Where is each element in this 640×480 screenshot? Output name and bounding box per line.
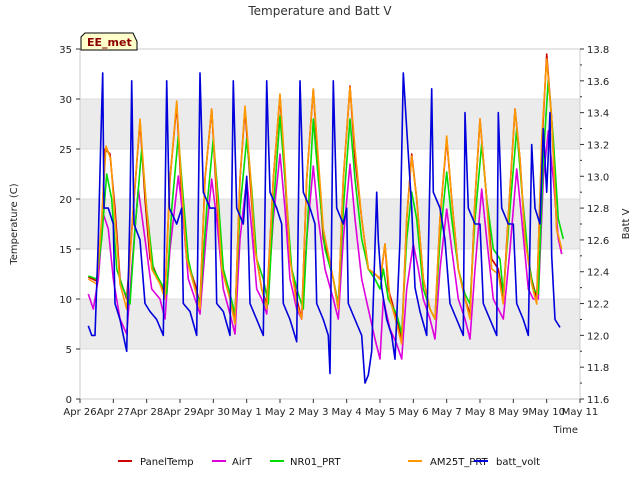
legend-label-AirT: AirT xyxy=(232,457,253,468)
x-tick-label: Apr 30 xyxy=(197,407,230,418)
y2-tick-label: 12.6 xyxy=(587,236,609,247)
y-tick-label: 25 xyxy=(59,145,72,156)
series-layer xyxy=(87,53,565,384)
x-tick-label: May 11 xyxy=(562,407,599,418)
y2-tick-label: 13.8 xyxy=(587,45,609,56)
x-tick-label: Apr 28 xyxy=(130,407,163,418)
y-tick-label: 20 xyxy=(59,195,72,206)
x-tick-label: May 10 xyxy=(528,407,565,418)
x-tick-label: Apr 27 xyxy=(97,407,130,418)
series-line-PanelTemp xyxy=(87,53,563,340)
x-tick-label: May 2 xyxy=(265,407,295,418)
x-tick-label: Apr 26 xyxy=(63,407,96,418)
y-axis-label: Temperature (C) xyxy=(9,183,20,265)
y-tick-label: 5 xyxy=(66,345,72,356)
legend-label-batt_volt: batt_volt xyxy=(496,457,540,468)
y-tick-label: 10 xyxy=(59,295,72,306)
x-tick-label: Apr 29 xyxy=(163,407,196,418)
y2-tick-label: 12.8 xyxy=(587,204,609,215)
y-tick-label: 30 xyxy=(59,95,72,106)
station-box xyxy=(80,32,138,51)
y2-tick-label: 13.4 xyxy=(587,109,609,120)
station-badge: EE_met xyxy=(80,32,138,51)
x-tick-label: May 3 xyxy=(298,407,328,418)
x-tick-label: May 4 xyxy=(332,407,362,418)
y2-tick-label: 13.0 xyxy=(587,172,609,183)
y-tick-label: 15 xyxy=(59,245,72,256)
band xyxy=(80,99,580,149)
legend-label-AM25T_PRT: AM25T_PRT xyxy=(430,457,489,468)
y2-tick-label: 11.6 xyxy=(587,395,609,406)
chart-title: Temperature and Batt V xyxy=(247,4,392,18)
y-tick-label: 0 xyxy=(66,395,72,406)
y2-tick-label: 13.2 xyxy=(587,140,609,151)
x-tick-label: May 8 xyxy=(465,407,495,418)
y2-tick-label: 12.4 xyxy=(587,268,609,279)
x-tick-label: May 6 xyxy=(398,407,428,418)
x-axis-label: Time xyxy=(553,425,578,436)
station-label: EE_met xyxy=(87,36,132,49)
y2-tick-label: 13.6 xyxy=(587,77,609,88)
legend-label-PanelTemp: PanelTemp xyxy=(140,457,194,468)
x-tick-label: May 7 xyxy=(432,407,462,418)
x-tick-label: May 5 xyxy=(365,407,395,418)
y-tick-label: 35 xyxy=(59,45,72,56)
y2-tick-label: 12.2 xyxy=(587,300,609,311)
x-tick-label: May 9 xyxy=(498,407,528,418)
y2-tick-label: 12.0 xyxy=(587,331,609,342)
axes: 0 5 10 15 20 25 30 35 11.6 11.8 12.0 12.2 12.4 12.6 12… xyxy=(59,45,609,418)
y2-axis-label: Batt V xyxy=(621,208,632,239)
y2-tick-label: 11.8 xyxy=(587,363,609,374)
legend: PanelTemp AirT NR01_PRT AM25T_PRT batt_volt xyxy=(118,457,540,468)
series-line-AM25T_PRT xyxy=(87,58,563,345)
series-line-batt_volt xyxy=(87,72,561,384)
band xyxy=(80,199,580,249)
legend-label-NR01_PRT: NR01_PRT xyxy=(290,457,341,468)
x-tick-label: May 1 xyxy=(232,407,262,418)
